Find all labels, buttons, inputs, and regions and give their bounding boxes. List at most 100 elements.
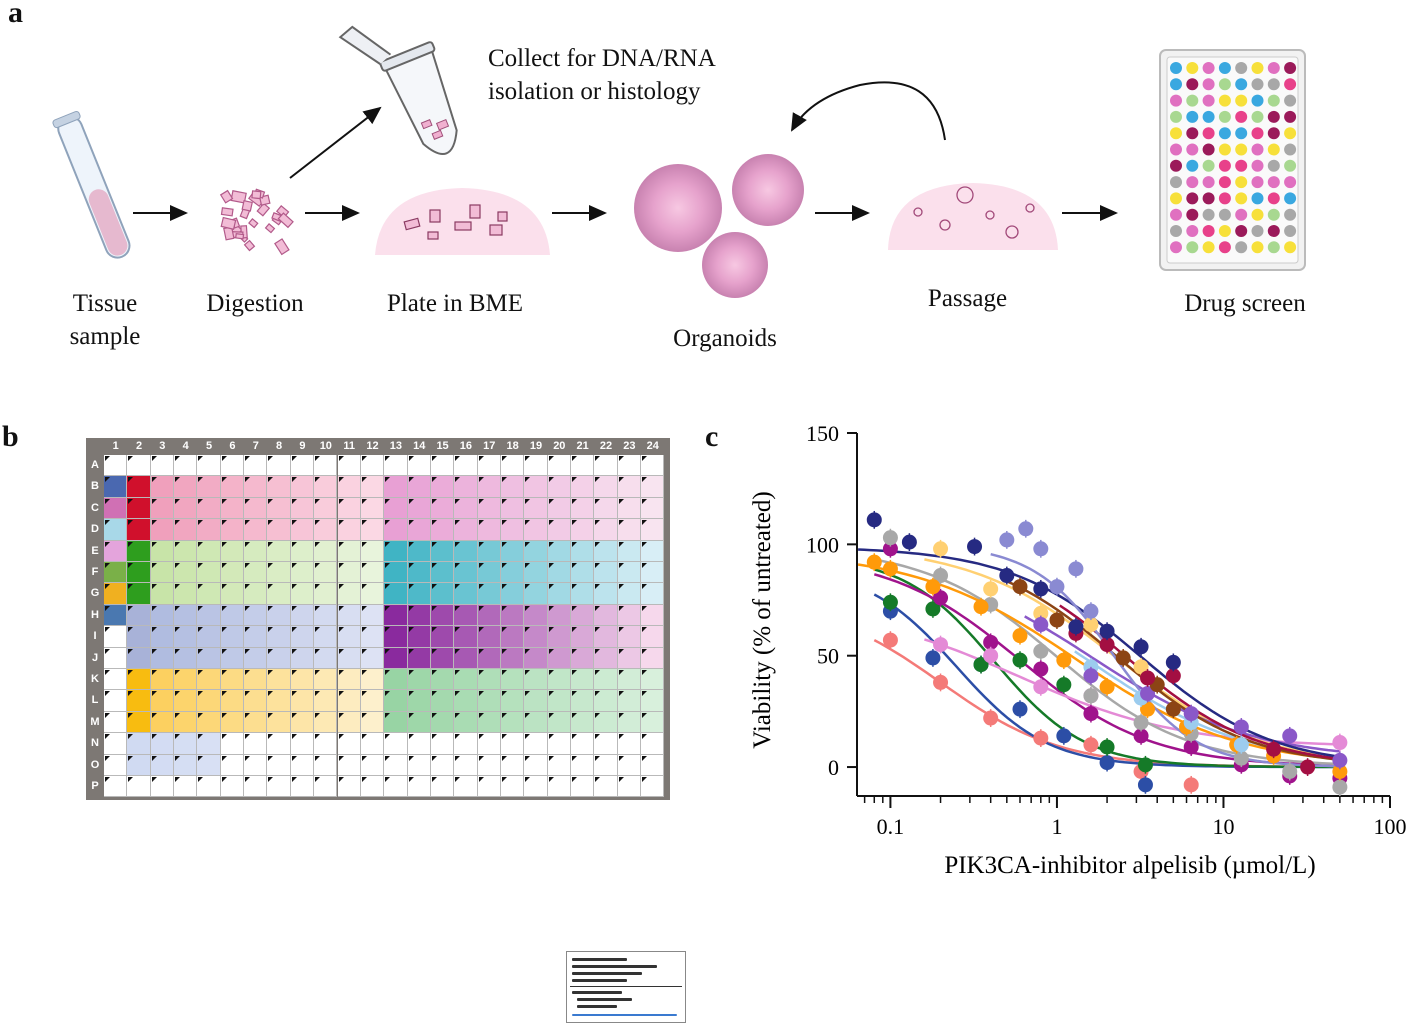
plate-well[interactable] [500, 711, 525, 734]
plate-well[interactable] [244, 540, 268, 562]
plate-well[interactable] [430, 562, 455, 584]
plate-well[interactable] [594, 690, 618, 712]
plate-well[interactable] [337, 754, 361, 776]
plate-well[interactable] [384, 583, 408, 605]
plate-well[interactable] [197, 519, 221, 541]
plate-well[interactable] [641, 776, 665, 798]
plate-well[interactable] [617, 519, 642, 541]
plate-well[interactable] [220, 604, 245, 627]
plate-well[interactable] [500, 733, 525, 755]
plate-well[interactable] [220, 497, 245, 520]
plate-well[interactable] [547, 711, 571, 734]
plate-well[interactable] [547, 647, 571, 669]
plate-well[interactable] [547, 754, 571, 776]
plate-well[interactable] [220, 455, 245, 477]
plate-well[interactable] [127, 647, 151, 669]
plate-well[interactable] [500, 540, 525, 562]
plate-well[interactable] [430, 604, 455, 627]
plate-well[interactable] [220, 711, 245, 734]
plate-well[interactable] [641, 711, 665, 734]
plate-well[interactable] [547, 669, 571, 691]
plate-well[interactable] [524, 455, 548, 477]
plate-well[interactable] [197, 604, 221, 627]
plate-well[interactable] [430, 754, 455, 776]
plate-well[interactable] [430, 733, 455, 755]
plate-well[interactable] [104, 711, 128, 734]
plate-well[interactable] [384, 562, 408, 584]
plate-well[interactable] [617, 455, 642, 477]
plate-well[interactable] [290, 604, 315, 627]
plate-well[interactable] [594, 647, 618, 669]
plate-well[interactable] [384, 604, 408, 627]
plate-well[interactable] [267, 754, 291, 776]
plate-well[interactable] [617, 711, 642, 734]
plate-well[interactable] [547, 690, 571, 712]
plate-well[interactable] [641, 497, 665, 520]
plate-well[interactable] [384, 669, 408, 691]
plate-well[interactable] [174, 626, 198, 648]
plate-well[interactable] [454, 540, 478, 562]
plate-well[interactable] [290, 540, 315, 562]
plate-well[interactable] [384, 519, 408, 541]
plate-well[interactable] [267, 669, 291, 691]
plate-well[interactable] [127, 562, 151, 584]
plate-well[interactable] [524, 583, 548, 605]
plate-well[interactable] [267, 540, 291, 562]
plate-well[interactable] [384, 455, 408, 477]
plate-well[interactable] [500, 519, 525, 541]
plate-well[interactable] [104, 562, 128, 584]
plate-well[interactable] [477, 497, 501, 520]
plate-well[interactable] [220, 476, 245, 498]
plate-well[interactable] [127, 626, 151, 648]
plate-well[interactable] [150, 647, 175, 669]
plate-well[interactable] [571, 583, 595, 605]
plate-well[interactable] [220, 733, 245, 755]
plate-well[interactable] [220, 647, 245, 669]
plate-well[interactable] [244, 626, 268, 648]
plate-well[interactable] [524, 476, 548, 498]
plate-well[interactable] [617, 562, 642, 584]
plate-well[interactable] [267, 455, 291, 477]
plate-well[interactable] [314, 519, 338, 541]
plate-well[interactable] [360, 776, 385, 798]
plate-well[interactable] [104, 776, 128, 798]
plate-well[interactable] [454, 455, 478, 477]
plate-well[interactable] [360, 626, 385, 648]
plate-well[interactable] [360, 647, 385, 669]
plate-well[interactable] [641, 476, 665, 498]
plate-well[interactable] [150, 583, 175, 605]
plate-well[interactable] [547, 604, 571, 627]
plate-well[interactable] [641, 540, 665, 562]
plate-well[interactable] [244, 604, 268, 627]
plate-well[interactable] [617, 647, 642, 669]
plate-well[interactable] [197, 669, 221, 691]
plate-well[interactable] [337, 497, 361, 520]
plate-well[interactable] [150, 604, 175, 627]
plate-well[interactable] [314, 604, 338, 627]
plate-well[interactable] [360, 711, 385, 734]
plate-well[interactable] [571, 647, 595, 669]
plate-well[interactable] [454, 583, 478, 605]
plate-well[interactable] [641, 669, 665, 691]
plate-well[interactable] [104, 476, 128, 498]
plate-well[interactable] [220, 754, 245, 776]
plate-well[interactable] [244, 690, 268, 712]
plate-well[interactable] [500, 647, 525, 669]
plate-well[interactable] [360, 669, 385, 691]
plate-well[interactable] [571, 540, 595, 562]
plate-well[interactable] [290, 497, 315, 520]
plate-well[interactable] [454, 754, 478, 776]
plate-well[interactable] [524, 733, 548, 755]
plate-well[interactable] [384, 647, 408, 669]
plate-well[interactable] [594, 583, 618, 605]
plate-well[interactable] [360, 733, 385, 755]
plate-well[interactable] [220, 690, 245, 712]
plate-well[interactable] [337, 455, 361, 477]
plate-well[interactable] [314, 690, 338, 712]
plate-well[interactable] [174, 497, 198, 520]
plate-well[interactable] [641, 690, 665, 712]
plate-well[interactable] [384, 540, 408, 562]
plate-well[interactable] [290, 476, 315, 498]
plate-well[interactable] [477, 733, 501, 755]
plate-well[interactable] [407, 476, 431, 498]
